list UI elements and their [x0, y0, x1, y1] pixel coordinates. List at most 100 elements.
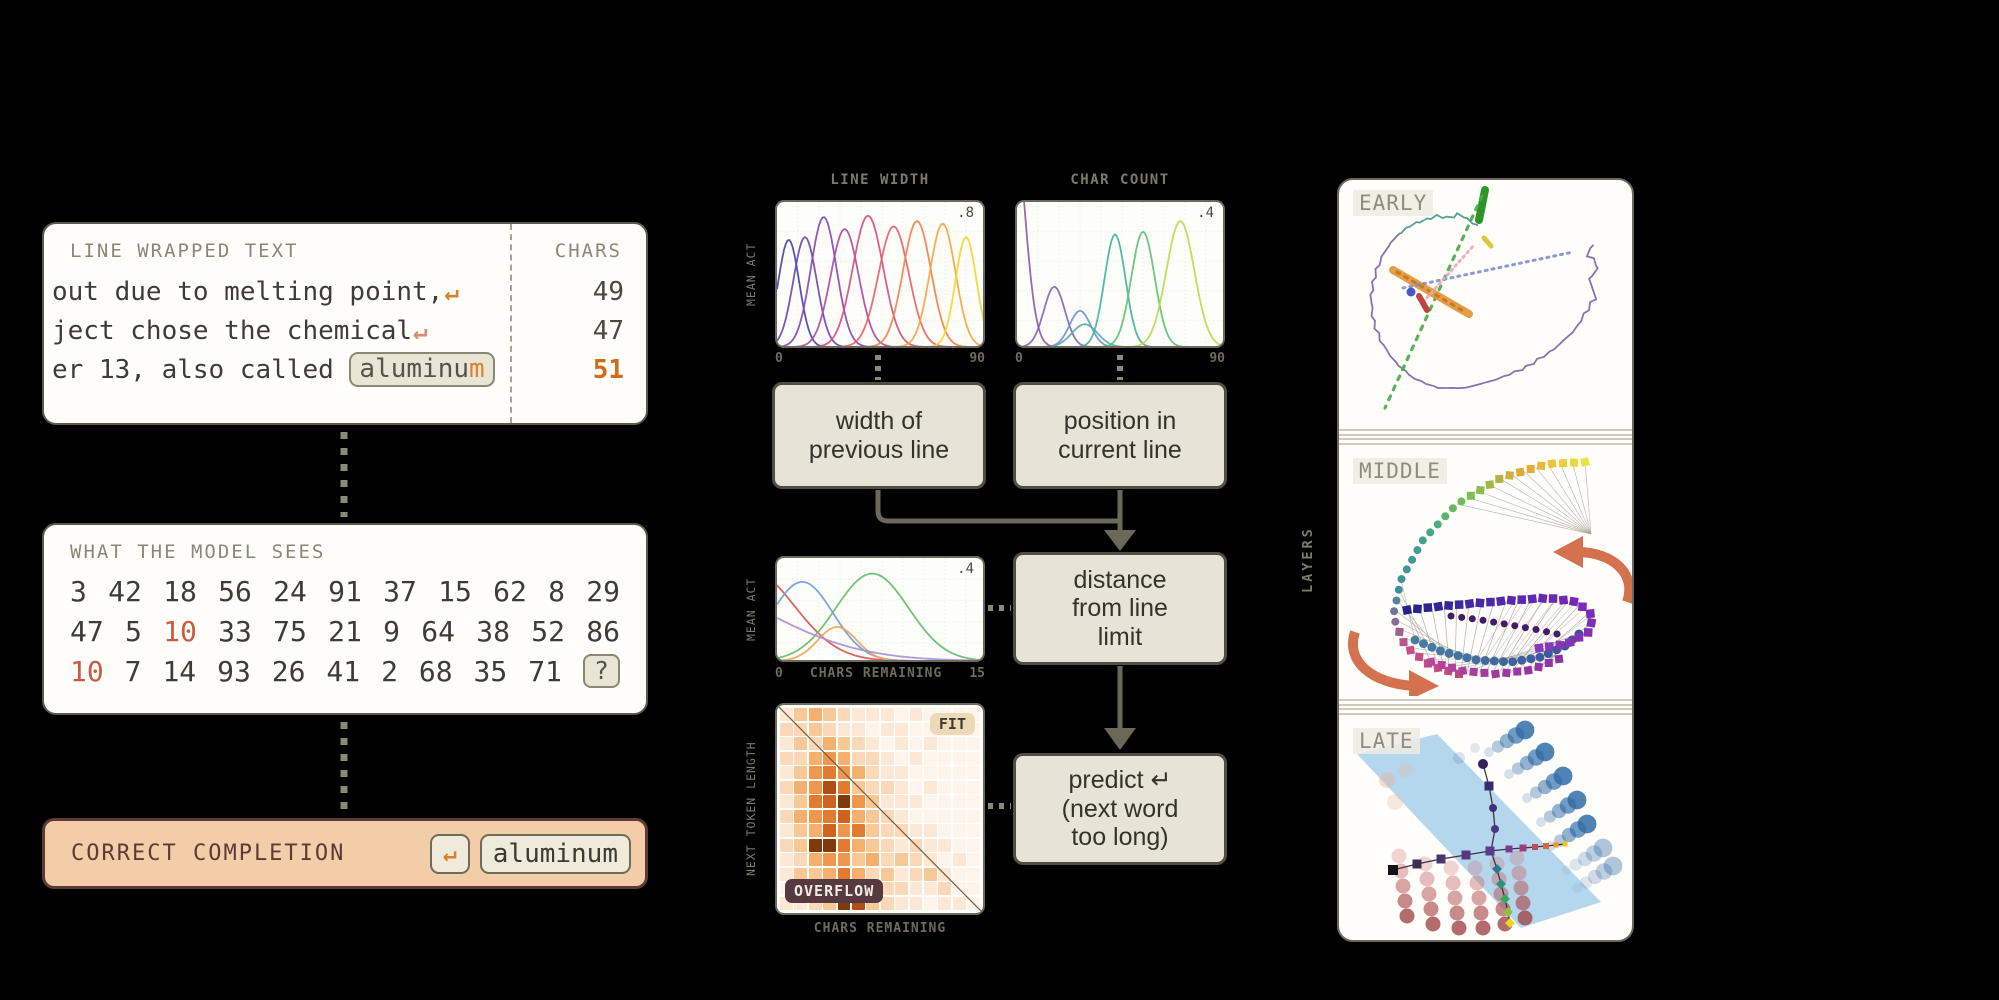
heatmap-cell — [794, 838, 808, 852]
middle-label: MIDDLE — [1353, 458, 1447, 484]
heatmap-cell — [780, 853, 793, 867]
heatmap-cell — [880, 882, 894, 896]
token: 7 — [124, 654, 142, 688]
return-key-icon: ↵ — [444, 277, 459, 306]
heatmap-cell — [909, 708, 923, 722]
heatmap-cell — [895, 853, 909, 867]
layers-panel: EARLY MIDDLE LATE — [1337, 178, 1634, 942]
heatmap-cell — [880, 722, 894, 736]
heatmap-cell — [837, 795, 851, 809]
heatmap-cell — [923, 867, 937, 881]
wrapped-line-text: er 13, also called — [52, 354, 350, 385]
heatmap-cell — [780, 751, 793, 765]
heatmap-cell — [967, 809, 980, 823]
heatmap-cell — [895, 867, 909, 881]
flowbox-position-in-current-line: position in current line — [1013, 382, 1227, 489]
heatmap-cell — [880, 824, 894, 838]
token: 35 — [473, 654, 508, 688]
heatmap-cell — [837, 722, 851, 736]
heatmap-cell — [880, 896, 894, 910]
token: 41 — [326, 654, 361, 688]
heatmap-cell — [895, 722, 909, 736]
wrapped-text-rows: out due to melting point, ↵ 49 ject chose t… — [44, 262, 646, 389]
heatmap-cell — [909, 853, 923, 867]
heatmap-cell — [880, 780, 894, 794]
heatmap-cell — [823, 809, 837, 823]
token: 8 — [548, 574, 565, 608]
heatmap-cell — [909, 896, 923, 910]
heatmap-cell — [851, 751, 865, 765]
char-count-value: 47 — [592, 315, 624, 346]
line-width-chart: .8 — [775, 200, 985, 348]
heatmap-cell — [880, 867, 894, 881]
heatmap-cell — [895, 708, 909, 722]
heatmap-cell — [909, 867, 923, 881]
heatmap-cell — [823, 795, 837, 809]
section-divider — [1339, 696, 1632, 718]
heatmap-cell — [808, 751, 822, 765]
heatmap-cell — [895, 809, 909, 823]
heatmap-cell — [909, 766, 923, 780]
heatmap-cell — [967, 737, 980, 751]
heatmap-cell — [808, 824, 822, 838]
heatmap-cell — [909, 722, 923, 736]
line-wrapped-text-card: LINE WRAPPED TEXT CHARS out due to melti… — [42, 222, 648, 425]
token: 5 — [125, 614, 142, 648]
heatmap-cell — [938, 795, 952, 809]
token: 26 — [271, 654, 306, 688]
line-limit-dashed-line — [510, 224, 512, 423]
fit-region-label: FIT — [929, 713, 975, 735]
heatmap-cell — [823, 737, 837, 751]
token: 18 — [163, 574, 197, 608]
y-axis-label-next-token-length: NEXT TOKEN LENGTH — [744, 741, 758, 877]
token: 24 — [273, 574, 307, 608]
heatmap-cell — [808, 708, 822, 722]
heatmap-cell — [808, 838, 822, 852]
token: 68 — [418, 654, 453, 688]
card-title: WHAT THE MODEL SEES — [70, 541, 326, 563]
heatmap-cell — [837, 838, 851, 852]
x-ticks-char-count: 0 90 — [1015, 351, 1225, 366]
heatmap-cell — [866, 722, 880, 736]
heatmap-cell — [895, 737, 909, 751]
heatmap-cell — [909, 882, 923, 896]
heatmap-cell — [808, 795, 822, 809]
heatmap-cell — [837, 751, 851, 765]
heatmap-cell — [837, 853, 851, 867]
card-title: LINE WRAPPED TEXT — [70, 240, 299, 262]
early-layers-section: EARLY — [1339, 180, 1632, 426]
heatmap-cell — [866, 708, 880, 722]
heatmap-cell — [952, 766, 966, 780]
heatmap-cell — [780, 780, 793, 794]
predicted-word-chip: aluminum — [349, 352, 495, 387]
heatmap-cell — [952, 809, 966, 823]
heatmap-cell — [895, 751, 909, 765]
return-key-icon: ↵ — [413, 316, 428, 345]
heatmap-cell — [780, 795, 793, 809]
heatmap-cell — [938, 853, 952, 867]
token: 3 — [70, 574, 87, 608]
heatmap-cell — [808, 780, 822, 794]
heatmap-cell — [938, 751, 952, 765]
token: 52 — [531, 614, 565, 648]
token: 29 — [586, 574, 620, 608]
heatmap-cell — [967, 795, 980, 809]
heatmap-cell — [923, 766, 937, 780]
heatmap-cell — [823, 867, 837, 881]
heatmap-cell — [967, 766, 980, 780]
x-axis-label: CHARS REMAINING — [809, 666, 943, 681]
heatmap-cell — [895, 838, 909, 852]
section-divider — [1339, 426, 1632, 448]
heatmap-cell — [851, 853, 865, 867]
heatmap-cell — [851, 766, 865, 780]
heatmap-cell — [880, 737, 894, 751]
heatmap-cell — [823, 853, 837, 867]
token: 93 — [217, 654, 251, 688]
token: 75 — [273, 614, 307, 648]
heatmap-cell — [923, 824, 937, 838]
heatmap-cell — [837, 737, 851, 751]
heatmap-cell — [780, 824, 793, 838]
token: 15 — [438, 574, 472, 608]
heatmap-cell — [866, 766, 880, 780]
heatmap-cell — [851, 722, 865, 736]
